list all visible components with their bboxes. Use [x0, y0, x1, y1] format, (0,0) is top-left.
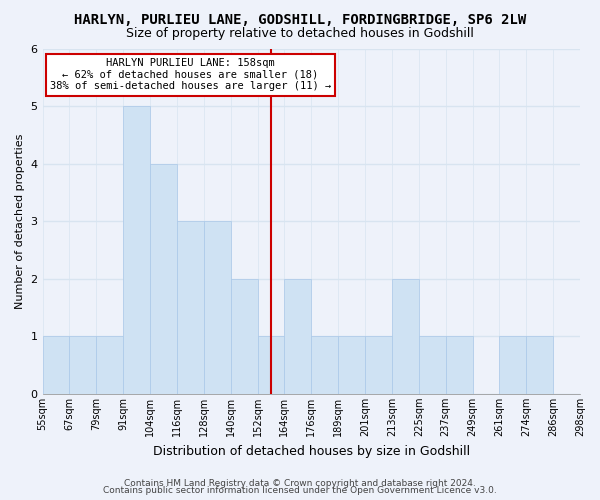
Bar	[123, 106, 150, 394]
Bar	[150, 164, 177, 394]
Bar	[43, 336, 70, 394]
Bar	[419, 336, 446, 394]
Text: HARLYN PURLIEU LANE: 158sqm
← 62% of detached houses are smaller (18)
38% of sem: HARLYN PURLIEU LANE: 158sqm ← 62% of det…	[50, 58, 331, 92]
Text: Contains HM Land Registry data © Crown copyright and database right 2024.: Contains HM Land Registry data © Crown c…	[124, 478, 476, 488]
Bar	[96, 336, 123, 394]
Bar	[257, 336, 284, 394]
Y-axis label: Number of detached properties: Number of detached properties	[15, 134, 25, 309]
Bar	[177, 222, 204, 394]
Text: Size of property relative to detached houses in Godshill: Size of property relative to detached ho…	[126, 28, 474, 40]
Text: HARLYN, PURLIEU LANE, GODSHILL, FORDINGBRIDGE, SP6 2LW: HARLYN, PURLIEU LANE, GODSHILL, FORDINGB…	[74, 12, 526, 26]
Bar	[230, 279, 257, 394]
Bar	[499, 336, 526, 394]
Bar	[204, 222, 230, 394]
Bar	[284, 279, 311, 394]
Text: Contains public sector information licensed under the Open Government Licence v3: Contains public sector information licen…	[103, 486, 497, 495]
Bar	[311, 336, 338, 394]
Bar	[446, 336, 473, 394]
Bar	[526, 336, 553, 394]
Bar	[392, 279, 419, 394]
Bar	[365, 336, 392, 394]
Bar	[70, 336, 96, 394]
X-axis label: Distribution of detached houses by size in Godshill: Distribution of detached houses by size …	[153, 444, 470, 458]
Bar	[338, 336, 365, 394]
